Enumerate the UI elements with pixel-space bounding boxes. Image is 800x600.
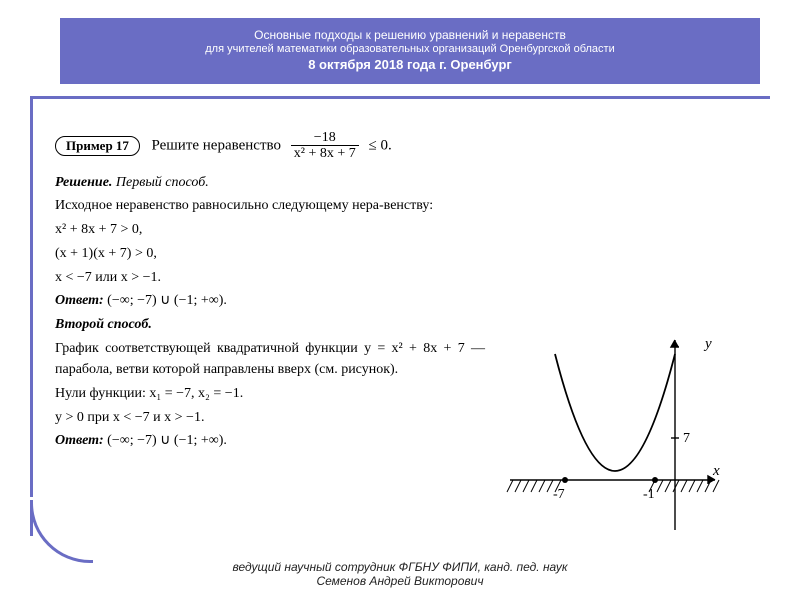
header-line-2: для учителей математики образовательных … — [80, 43, 740, 55]
solution-heading: Решение. — [55, 175, 112, 190]
solution1-eq1: x² + 8x + 7 > 0, — [55, 219, 485, 241]
header-line-3: 8 октября 2018 года г. Оренбург — [80, 57, 740, 72]
root-left-point — [562, 477, 568, 483]
parabola-graph: y x -7 -1 7 — [505, 330, 725, 550]
frame-left-rule — [30, 96, 33, 536]
fraction-numerator: −18 — [291, 130, 359, 145]
task-suffix: ≤ 0. — [369, 137, 392, 153]
frame-top-rule — [30, 96, 770, 99]
frame-corner — [30, 500, 93, 563]
solution-block: Решение. Первый способ. Исходное неравен… — [55, 172, 485, 452]
y-intercept-label: 7 — [683, 431, 690, 446]
task-prefix: Решите неравенство — [151, 137, 281, 153]
fraction-denominator: x² + 8x + 7 — [291, 145, 359, 161]
answer-1-label: Ответ: — [55, 293, 104, 308]
solution-method-1-head: Решение. Первый способ. — [55, 172, 485, 194]
example-heading: Пример 17 Решите неравенство −18 x² + 8x… — [55, 130, 755, 162]
solution1-line1: Исходное неравенство равносильно следующ… — [55, 195, 485, 217]
method-2-head: Второй способ. — [55, 314, 485, 336]
answer-1: Ответ: (−∞; −7) ∪ (−1; +∞). — [55, 290, 485, 312]
solution2-cond: y > 0 при x < −7 и x > −1. — [55, 407, 485, 429]
footer-line-2: Семенов Андрей Викторович — [0, 574, 800, 588]
zeros-values: x₁ = −7, x₂ = −1. — [149, 386, 243, 401]
header-banner: Основные подходы к решению уравнений и н… — [60, 18, 760, 84]
solution1-eq2: (x + 1)(x + 7) > 0, — [55, 243, 485, 265]
hatch-regions — [507, 480, 719, 492]
footer-line-1: ведущий научный сотрудник ФГБНУ ФИПИ, ка… — [0, 560, 800, 574]
method-1-label: Первый способ. — [116, 175, 209, 190]
example-label-badge: Пример 17 — [55, 136, 140, 156]
root-right-label: -1 — [643, 487, 655, 502]
zeros-label: Нули функции: — [55, 386, 146, 401]
method-2-label: Второй способ. — [55, 317, 152, 332]
answer-2: Ответ: (−∞; −7) ∪ (−1; +∞). — [55, 430, 485, 452]
header-line-1: Основные подходы к решению уравнений и н… — [80, 28, 740, 42]
parabola-curve — [555, 354, 675, 471]
task-fraction: −18 x² + 8x + 7 — [291, 130, 359, 162]
solution2-zeros: Нули функции: x₁ = −7, x₂ = −1. — [55, 383, 485, 405]
y-axis-label: y — [703, 336, 712, 352]
graph-svg: y x -7 -1 7 — [505, 330, 725, 550]
answer-1-text: (−∞; −7) ∪ (−1; +∞). — [107, 293, 227, 308]
main-content: Пример 17 Решите неравенство −18 x² + 8x… — [55, 130, 755, 454]
x-axis-label: x — [712, 463, 720, 479]
footer: ведущий научный сотрудник ФГБНУ ФИПИ, ка… — [0, 560, 800, 588]
root-left-label: -7 — [553, 487, 565, 502]
solution2-para: График соответствующей квадратичной функ… — [55, 338, 485, 381]
answer-2-text: (−∞; −7) ∪ (−1; +∞). — [107, 433, 227, 448]
example-task: Решите неравенство −18 x² + 8x + 7 ≤ 0. — [151, 130, 391, 162]
answer-2-label: Ответ: — [55, 433, 104, 448]
solution1-eq3: x < −7 или x > −1. — [55, 267, 485, 289]
root-right-point — [652, 477, 658, 483]
